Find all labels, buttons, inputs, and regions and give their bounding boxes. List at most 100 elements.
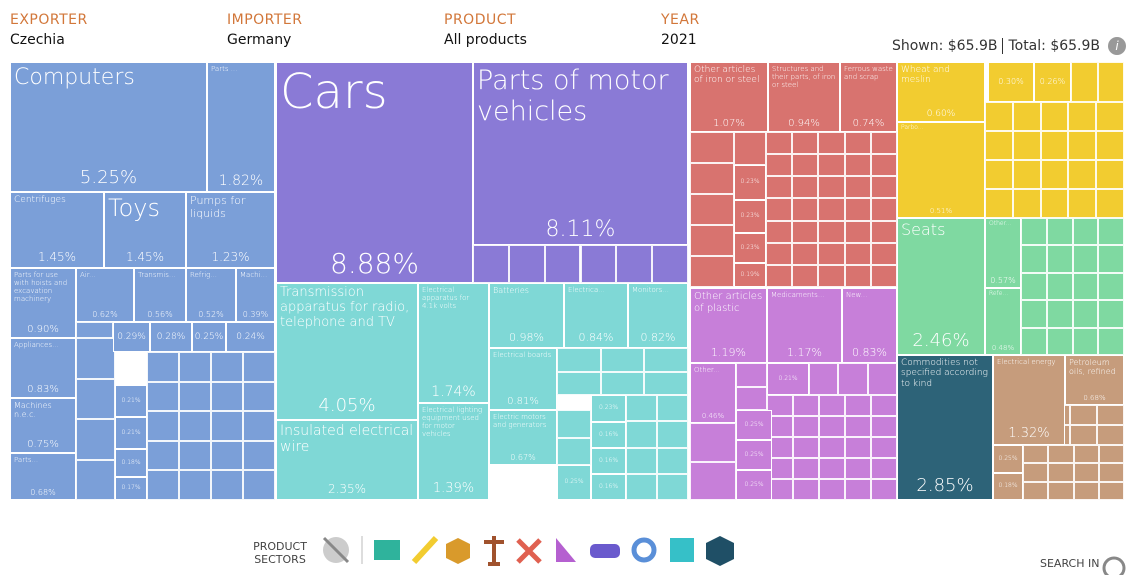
treemap-tile: 0.17%: [115, 477, 147, 500]
minor-tile: [243, 470, 275, 500]
tile-name: Transmission apparatus for radio, teleph…: [280, 285, 410, 330]
treemap: Computers 5.25% Parts ... 1.82% Centrifuges 1…: [10, 62, 1124, 500]
importer-field[interactable]: IMPORTER Germany: [227, 12, 303, 48]
treemap-tile: Parts of motor vehicles 8.11%: [473, 62, 688, 245]
textiles-icon[interactable]: [374, 540, 400, 560]
agriculture-icon[interactable]: [411, 535, 439, 565]
treemap-tile: Electric motors and generators 0.67%: [489, 410, 557, 465]
minor-tile: [690, 461, 736, 500]
treemap-tile: 0.21%: [115, 417, 147, 449]
minor-tile: [1012, 189, 1041, 218]
tile-name: Centrifuges: [14, 195, 66, 205]
treemap-tile: 0.25%: [736, 410, 772, 440]
tile-percent: 0.98%: [509, 331, 544, 345]
treemap-tile: Refe... 0.48%: [985, 288, 1021, 355]
totals: Shown: $65.9B Total: $65.9B: [892, 38, 1100, 54]
minor-tile: [243, 381, 275, 412]
tile-name: Transmis...: [138, 271, 176, 279]
minor-tile: [544, 245, 581, 283]
tile-name: Refrig...: [190, 271, 218, 279]
tile-name: Insulated electrical wire: [280, 423, 414, 456]
minor-tile: [870, 242, 897, 265]
chemicals-icon[interactable]: [556, 538, 576, 562]
tile-percent: 0.46%: [701, 411, 725, 420]
other-icon[interactable]: [706, 536, 734, 566]
metals-icon[interactable]: [516, 538, 542, 564]
treemap-tile: 0.30%: [988, 62, 1034, 102]
minor-tile: [792, 132, 819, 155]
minor-tile: [1096, 102, 1124, 131]
minor-tile: [626, 421, 657, 448]
field-value: 2021: [661, 32, 697, 48]
stone-icon[interactable]: [446, 538, 470, 564]
minor-tile: [793, 437, 819, 458]
all-sectors-icon[interactable]: [322, 536, 350, 564]
minor-tile: [690, 256, 734, 287]
machinery-icon[interactable]: [631, 537, 657, 563]
minor-tile: [1096, 160, 1124, 189]
minor-tile: [626, 473, 657, 500]
minor-tile: [1070, 405, 1097, 425]
tile-percent: 2.46%: [912, 330, 970, 352]
search-label[interactable]: SEARCH IN: [1040, 557, 1100, 570]
tile-name: Seats: [901, 220, 946, 239]
minor-tile: [657, 473, 688, 500]
tile-percent: 0.68%: [30, 487, 56, 497]
treemap-tile: Air... 0.62%: [76, 268, 134, 322]
tile-percent: 0.25%: [744, 450, 764, 458]
tile-name: Other articles of plastic: [694, 291, 763, 314]
minor-tile: [845, 437, 871, 458]
tile-percent: 0.16%: [598, 430, 619, 438]
tile-percent: 0.23%: [740, 178, 760, 186]
minor-tile: [243, 352, 275, 382]
minor-tile: [844, 198, 871, 221]
field-value: Czechia: [10, 32, 65, 48]
tile-percent: 0.56%: [147, 309, 173, 319]
shown: Shown: $65.9B: [891, 38, 998, 54]
minor-tile: [819, 416, 845, 437]
minor-tile: [1046, 218, 1073, 246]
info-icon[interactable]: i: [1108, 37, 1126, 55]
minor-tile: [818, 264, 845, 287]
tile-percent: 5.25%: [79, 167, 138, 189]
treemap-tile: Monitors... 0.82%: [628, 283, 688, 348]
minor-tile: [1098, 245, 1124, 273]
tile-percent: 0.68%: [1083, 393, 1106, 402]
minor-tile: [1048, 445, 1074, 464]
total: Total: $65.9B: [1008, 38, 1100, 54]
tile-name: Computers: [14, 65, 135, 90]
electronics-icon[interactable]: [670, 538, 694, 562]
tile-name: Electrical boards: [493, 351, 552, 359]
minor-tile: [1097, 62, 1124, 102]
minor-tile: [1012, 131, 1041, 160]
tile-percent: 0.74%: [852, 117, 885, 129]
tile-percent: 0.16%: [598, 456, 619, 464]
minerals-icon[interactable]: [484, 536, 504, 566]
minor-tile: [985, 189, 1013, 218]
minor-tile: [766, 242, 793, 265]
minor-tile: [1098, 481, 1124, 500]
tile-percent: 0.81%: [507, 395, 539, 407]
product-field[interactable]: PRODUCT All products: [444, 12, 527, 48]
minor-tile: [792, 198, 819, 221]
treemap-tile: Batteries 0.98%: [489, 283, 564, 348]
tile-name: Electrical apparatus for 4.1k volts: [422, 286, 470, 311]
year-field[interactable]: YEAR 2021: [661, 12, 700, 48]
minor-tile: [557, 410, 591, 438]
tile-percent: 0.25%: [744, 480, 764, 488]
search-icon[interactable]: [1100, 552, 1130, 575]
minor-tile: [1068, 102, 1097, 131]
exporter-field[interactable]: EXPORTER Czechia: [10, 12, 88, 48]
minor-tile: [1023, 481, 1049, 500]
minor-tile: [147, 352, 179, 382]
vehicles-icon[interactable]: [590, 544, 620, 558]
minor-tile: [1021, 245, 1047, 273]
sectors-label: PRODUCT SECTORS: [253, 540, 307, 567]
minor-tile: [766, 264, 793, 287]
minor-tile: [793, 395, 819, 416]
treemap-tile: Other... 0.46%: [690, 363, 736, 423]
tile-percent: 0.62%: [92, 309, 118, 319]
treemap-tile: Insulated electrical wire 2.35%: [276, 420, 418, 500]
tile-percent: 1.39%: [432, 481, 475, 497]
minor-tile: [844, 242, 871, 265]
